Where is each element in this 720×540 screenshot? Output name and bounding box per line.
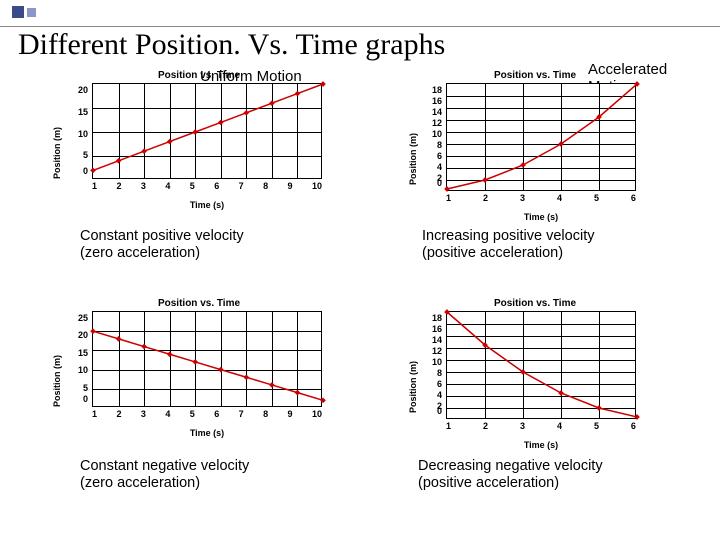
chart-increasing-positive: Position vs. Time Position (m) 181614121… bbox=[410, 70, 660, 222]
title-underline bbox=[0, 26, 720, 27]
x-axis-label: Time (s) bbox=[446, 440, 636, 450]
x-axis-label: Time (s) bbox=[446, 212, 636, 222]
x-ticks: 123456 bbox=[446, 193, 636, 203]
chart-title: Position vs. Time bbox=[54, 70, 344, 81]
y-ticks: 181614121086420 bbox=[424, 83, 442, 191]
caption-tr: Increasing positive velocity (positive a… bbox=[422, 228, 594, 261]
x-ticks: 123456 bbox=[446, 421, 636, 431]
chart-constant-positive: Position vs. Time Position (m) 20151050 … bbox=[54, 70, 344, 210]
x-axis-label: Time (s) bbox=[92, 428, 322, 438]
y-ticks: 2520151050 bbox=[68, 311, 88, 407]
x-axis-label: Time (s) bbox=[92, 200, 322, 210]
caption-bl: Constant negative velocity (zero acceler… bbox=[80, 458, 249, 491]
slide-title: Different Position. Vs. Time graphs bbox=[18, 28, 445, 62]
caption-br: Decreasing negative velocity (positive a… bbox=[418, 458, 603, 491]
chart-title: Position vs. Time bbox=[54, 298, 344, 309]
y-axis-label: Position (m) bbox=[408, 133, 418, 185]
plot-area bbox=[92, 311, 322, 407]
plot-area bbox=[446, 83, 636, 191]
y-ticks: 181614121086420 bbox=[424, 311, 442, 419]
plot-area bbox=[92, 83, 322, 179]
y-axis-label: Position (m) bbox=[52, 127, 62, 179]
chart-title: Position vs. Time bbox=[410, 298, 660, 309]
chart-decreasing-negative: Position vs. Time Position (m) 181614121… bbox=[410, 298, 660, 450]
y-ticks: 20151050 bbox=[68, 83, 88, 179]
chart-constant-negative: Position vs. Time Position (m) 252015105… bbox=[54, 298, 344, 438]
x-ticks: 12345678910 bbox=[92, 409, 322, 419]
chart-title: Position vs. Time bbox=[410, 70, 660, 81]
plot-area bbox=[446, 311, 636, 419]
x-ticks: 12345678910 bbox=[92, 181, 322, 191]
y-axis-label: Position (m) bbox=[408, 361, 418, 413]
caption-tl: Constant positive velocity (zero acceler… bbox=[80, 228, 244, 261]
corner-decoration bbox=[12, 6, 36, 18]
y-axis-label: Position (m) bbox=[52, 355, 62, 407]
